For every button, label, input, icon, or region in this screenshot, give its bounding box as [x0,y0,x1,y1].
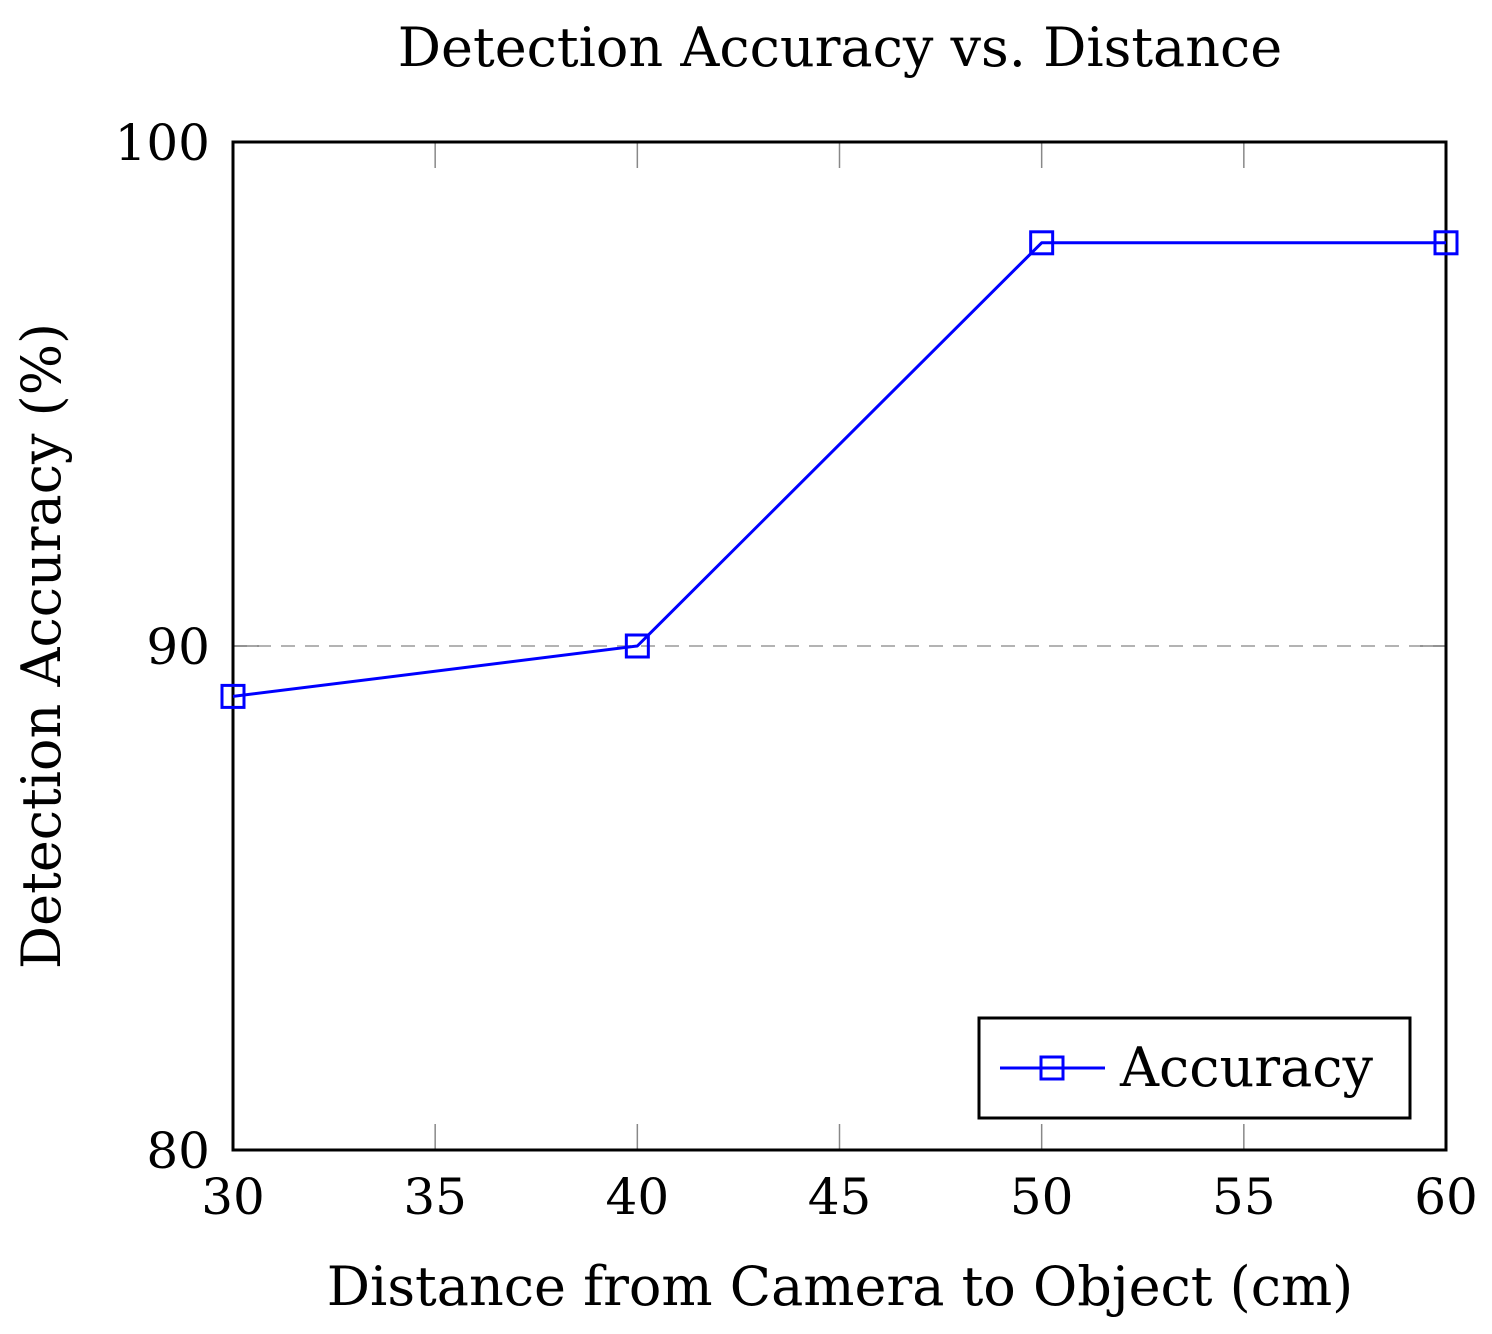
y-tick-label: 80 [146,1122,210,1180]
chart-title: Detection Accuracy vs. Distance [398,16,1282,79]
x-axis-tick-labels: 30 35 40 45 50 55 60 [201,1168,1478,1226]
x-tick-label: 40 [606,1168,670,1226]
series-layer [220,230,1459,709]
plot-area-frame [231,140,1448,1152]
data-point-marker [1029,230,1055,256]
x-axis-label: Distance from Camera to Object (cm) [327,1255,1353,1318]
y-axis-tick-labels: 80 90 100 [115,114,210,1180]
data-point-marker [624,633,650,659]
legend: Accuracy [977,1016,1412,1120]
data-point-marker [220,683,246,709]
x-tick-label: 35 [403,1168,467,1226]
y-tick-label: 90 [146,618,210,676]
x-tick-label: 30 [201,1168,265,1226]
series-line-0 [232,241,1446,698]
x-tick-label: 45 [808,1168,872,1226]
data-point-marker [1433,230,1459,256]
y-axis-label: Detection Accuracy (%) [10,323,73,969]
y-tick-label: 100 [115,114,210,172]
legend-square-marker [1039,1055,1065,1081]
x-tick-label: 55 [1212,1168,1276,1226]
x-tick-label: 50 [1010,1168,1074,1226]
x-tick-label: 60 [1414,1168,1478,1226]
legend-label: Accuracy [1119,1036,1374,1099]
